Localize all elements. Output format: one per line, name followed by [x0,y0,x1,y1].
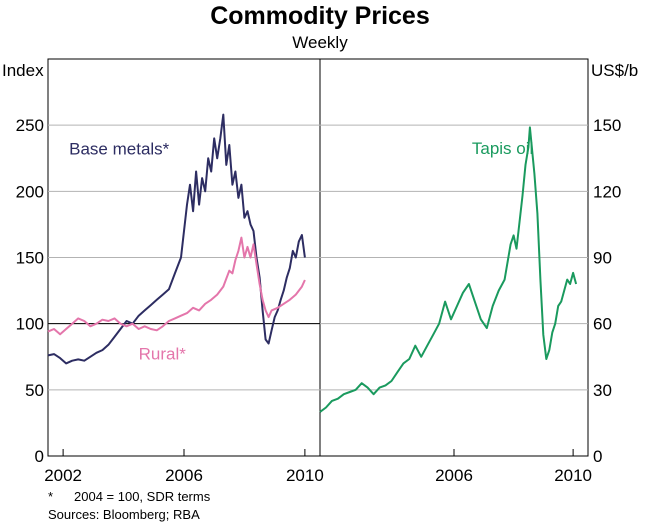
series-label: Tapis oil [472,139,533,158]
y-tick-label: 60 [593,315,612,334]
y-tick-label: 0 [593,447,602,466]
series-label: Rural* [139,344,187,363]
footnote-asterisk: * 2004 = 100, SDR terms [48,489,210,504]
x-tick-label: 2010 [554,466,592,485]
footnote-sources: Sources: Bloomberg; RBA [48,507,200,522]
y-tick-label: 250 [16,116,44,135]
y-tick-label: 200 [16,182,44,201]
y-tick-label: 150 [16,249,44,268]
chart-title: Commodity Prices [210,2,430,30]
series-line [319,126,578,413]
x-tick-label: 2006 [435,466,473,485]
unit-label: Index [2,61,44,80]
panel-2: 0 30 60 90 120 150 US$/b 2006 2010 Tapis oil [319,61,638,485]
panel-1: 0 50 100 150 200 250 Index 2002 2006 2010 Base met… [2,61,324,485]
x-tick-label: 2006 [165,466,203,485]
x-tick-label: 2002 [44,466,82,485]
y-tick-label: 120 [593,182,621,201]
chart-subtitle: Weekly [292,33,348,52]
y-tick-label: 100 [16,315,44,334]
y-tick-label: 0 [35,447,44,466]
series-line [47,113,306,365]
x-tick-label: 2010 [286,466,324,485]
footnote-asterisk-mark: * [48,489,54,504]
series-line [47,236,306,336]
unit-label: US$/b [591,61,638,80]
series-label: Base metals* [69,139,170,158]
y-tick-label: 90 [593,249,612,268]
plot-layer: 0 50 100 150 200 250 Index 2002 2006 2010 Base met… [2,58,638,485]
y-tick-label: 150 [593,116,621,135]
footnote-asterisk-text: 2004 = 100, SDR terms [74,489,211,504]
y-tick-label: 50 [25,381,44,400]
y-tick-label: 30 [593,381,612,400]
